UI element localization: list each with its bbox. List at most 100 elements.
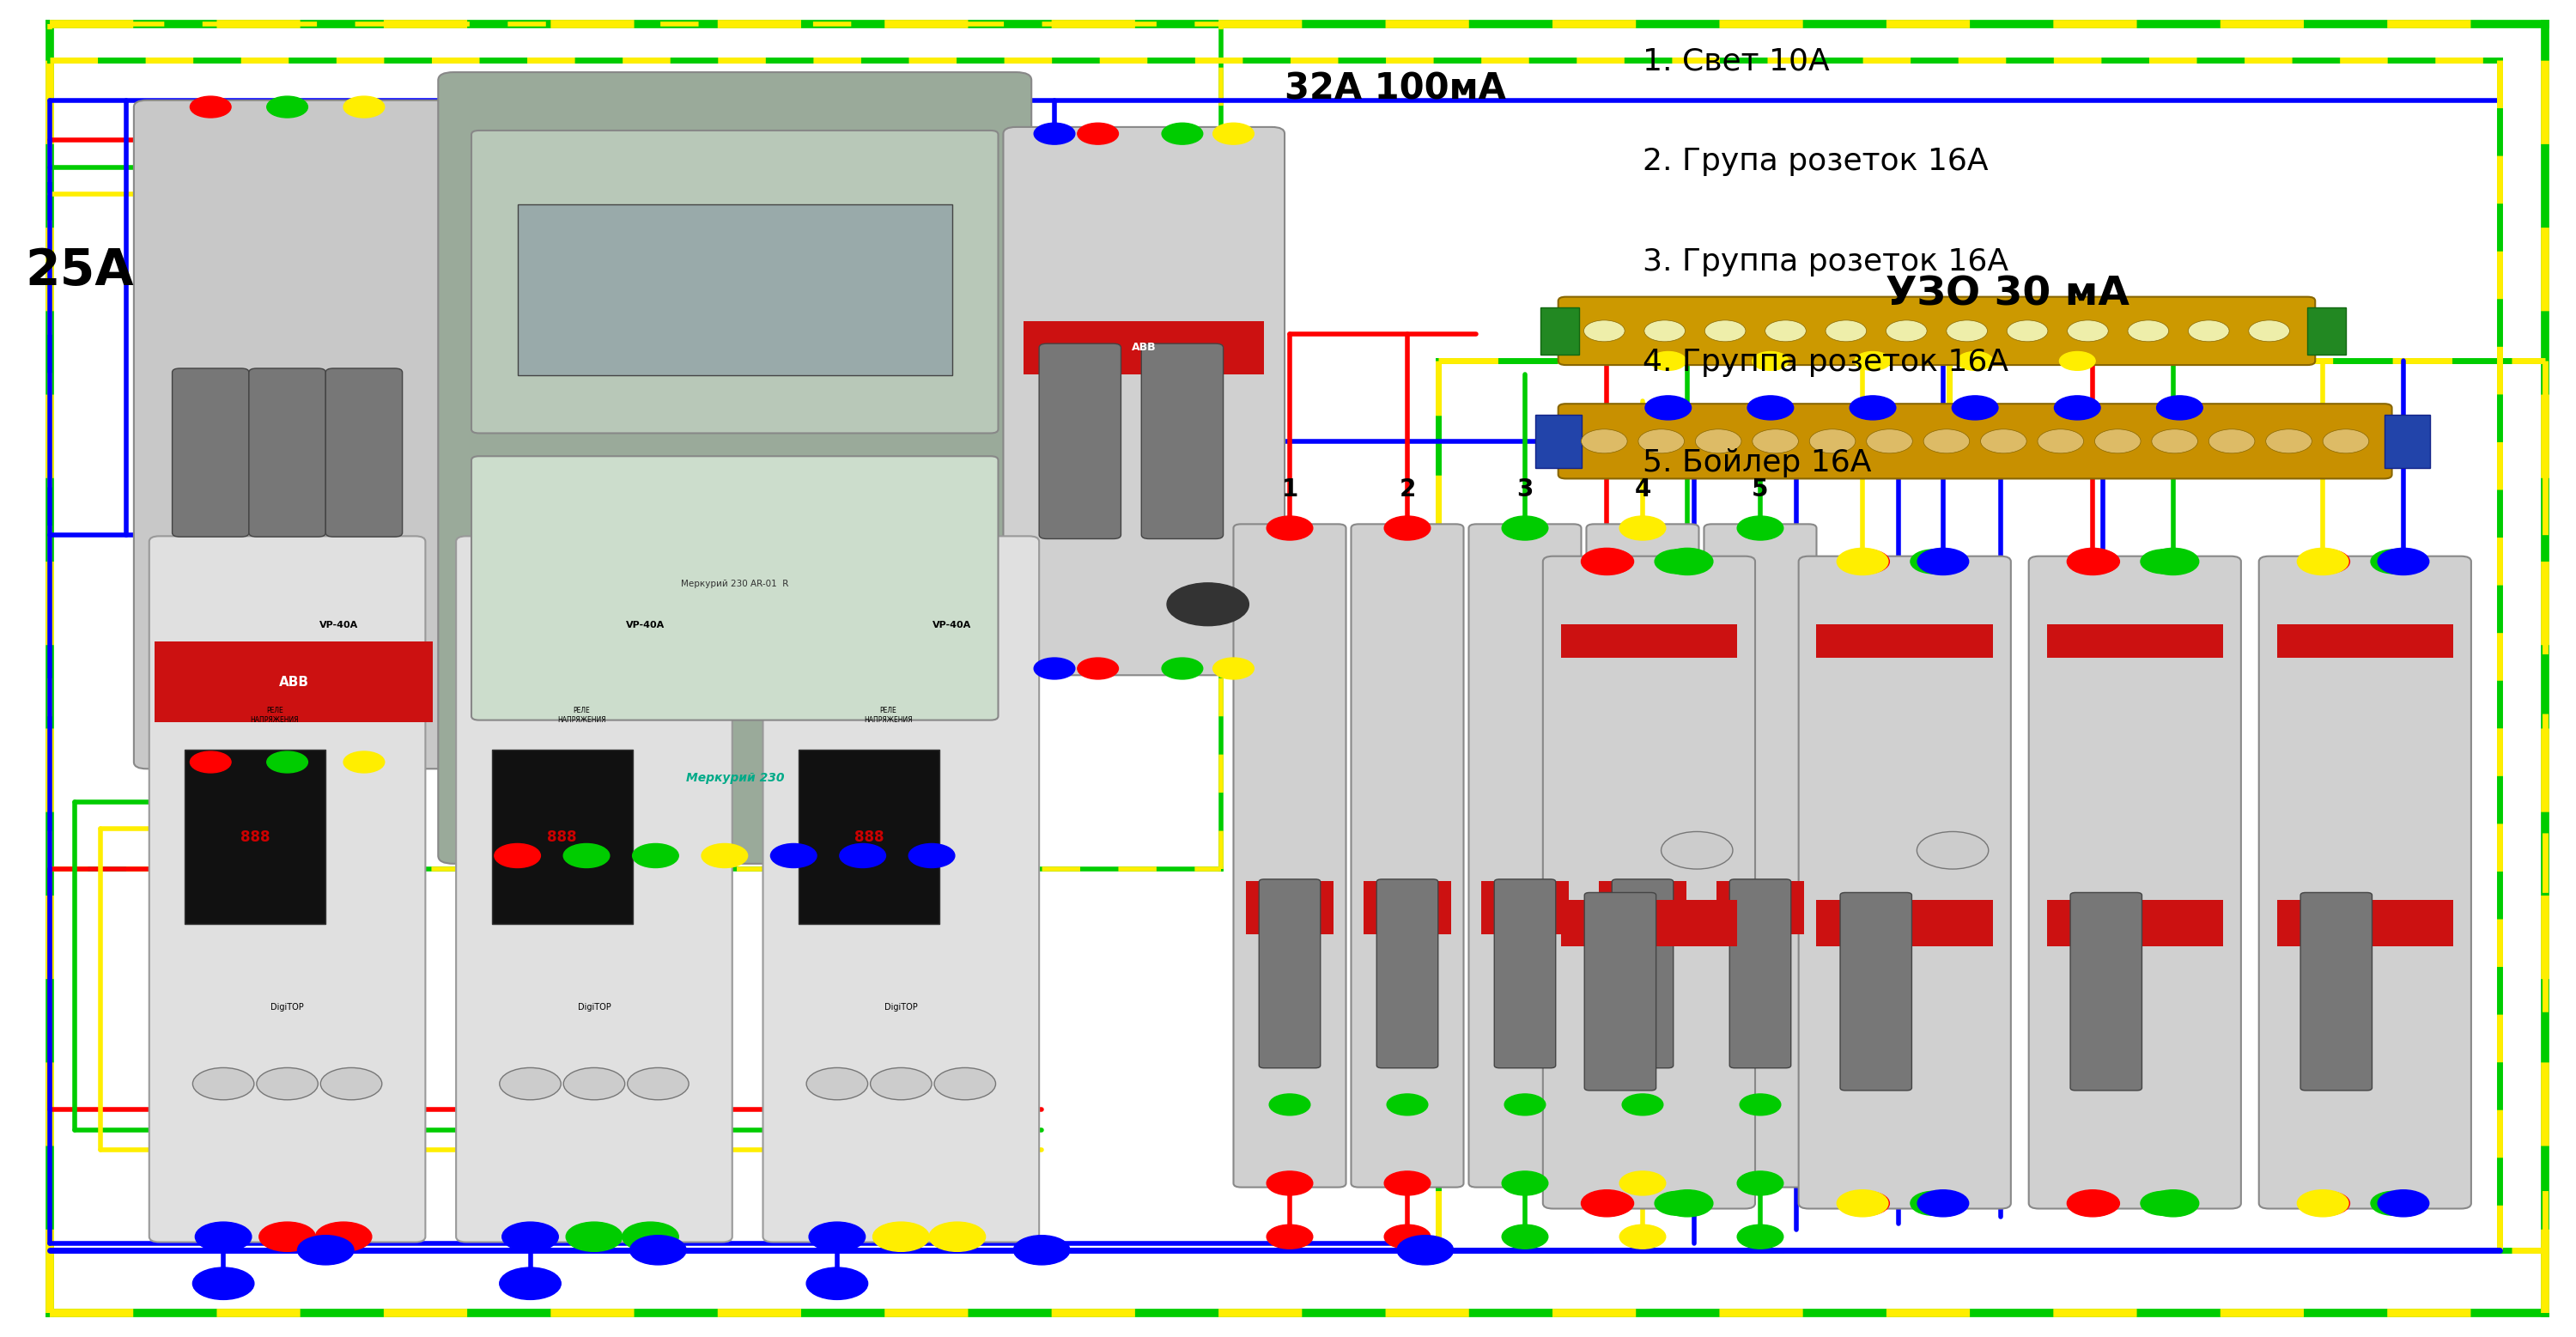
Circle shape	[2187, 321, 2228, 342]
Circle shape	[268, 751, 307, 773]
FancyBboxPatch shape	[1543, 556, 1754, 1209]
Bar	[1535, 414, 1582, 468]
Circle shape	[1981, 429, 2027, 453]
Circle shape	[636, 845, 675, 866]
Circle shape	[1033, 658, 1074, 679]
Circle shape	[2303, 550, 2349, 574]
Circle shape	[1826, 321, 1868, 342]
Bar	[155, 642, 433, 722]
Circle shape	[1383, 1225, 1430, 1249]
Circle shape	[1837, 548, 1888, 575]
Circle shape	[2141, 1191, 2187, 1215]
Circle shape	[314, 1222, 371, 1251]
Circle shape	[1844, 1191, 1888, 1215]
Circle shape	[2148, 548, 2200, 575]
Bar	[2277, 624, 2452, 658]
Circle shape	[1504, 1173, 1546, 1194]
FancyBboxPatch shape	[762, 536, 1038, 1242]
Circle shape	[1267, 1171, 1314, 1195]
Circle shape	[1623, 1173, 1664, 1194]
Text: 4: 4	[1633, 477, 1651, 501]
Circle shape	[196, 1222, 252, 1251]
Bar	[1023, 321, 1265, 374]
Circle shape	[502, 1222, 559, 1251]
Circle shape	[191, 751, 232, 773]
Bar	[1540, 308, 1579, 354]
Circle shape	[2378, 1190, 2429, 1217]
Bar	[1481, 881, 1569, 935]
Circle shape	[567, 845, 608, 866]
Bar	[2308, 308, 2347, 354]
FancyBboxPatch shape	[250, 369, 325, 537]
Bar	[2277, 900, 2452, 947]
Circle shape	[193, 1267, 255, 1300]
Circle shape	[1855, 352, 1891, 370]
Circle shape	[2074, 550, 2120, 574]
Circle shape	[1752, 352, 1788, 370]
Circle shape	[1886, 321, 1927, 342]
FancyBboxPatch shape	[1376, 880, 1437, 1068]
Circle shape	[1620, 1171, 1667, 1195]
Circle shape	[497, 845, 538, 866]
Text: РЕЛЕ
НАПРЯЖЕНИЯ: РЕЛЕ НАПРЯЖЕНИЯ	[556, 707, 605, 723]
Circle shape	[1739, 1173, 1780, 1194]
Text: УЗО 30 мА: УЗО 30 мА	[1886, 275, 2130, 313]
Circle shape	[500, 1068, 562, 1100]
Circle shape	[2094, 429, 2141, 453]
Circle shape	[1620, 516, 1667, 540]
Circle shape	[2148, 1190, 2200, 1217]
Circle shape	[2298, 1190, 2349, 1217]
Bar	[1561, 900, 1736, 947]
Circle shape	[2378, 548, 2429, 575]
Text: Меркурий 230 АR-01  R: Меркурий 230 АR-01 R	[680, 580, 788, 588]
Circle shape	[2156, 396, 2202, 420]
Circle shape	[1651, 352, 1687, 370]
Circle shape	[1077, 123, 1118, 144]
Text: Меркурий 230: Меркурий 230	[685, 773, 783, 783]
Circle shape	[1502, 1171, 1548, 1195]
Text: 1. Свет 10А: 1. Свет 10А	[1643, 47, 1829, 76]
FancyBboxPatch shape	[2300, 893, 2372, 1091]
Circle shape	[909, 844, 956, 868]
Bar	[1363, 881, 1450, 935]
Text: 25A: 25A	[26, 246, 134, 295]
Circle shape	[930, 1222, 987, 1251]
Text: 2. Група розеток 16А: 2. Група розеток 16А	[1643, 147, 1989, 176]
Circle shape	[1383, 1171, 1430, 1195]
Circle shape	[1213, 658, 1255, 679]
Circle shape	[1502, 1225, 1548, 1249]
Circle shape	[629, 1068, 688, 1100]
Circle shape	[806, 1068, 868, 1100]
Text: VP-40A: VP-40A	[626, 620, 665, 630]
Circle shape	[500, 1267, 562, 1300]
Circle shape	[1638, 429, 1685, 453]
Circle shape	[1213, 123, 1255, 144]
Circle shape	[2303, 1191, 2349, 1215]
FancyBboxPatch shape	[1584, 893, 1656, 1091]
Circle shape	[703, 845, 744, 866]
Circle shape	[1808, 429, 1855, 453]
FancyBboxPatch shape	[1558, 297, 2316, 365]
Text: VP-40A: VP-40A	[319, 620, 358, 630]
Circle shape	[1868, 429, 1911, 453]
Circle shape	[1911, 1191, 1958, 1215]
Text: 888: 888	[546, 829, 577, 845]
Circle shape	[1620, 1225, 1667, 1249]
Circle shape	[1736, 516, 1783, 540]
Circle shape	[564, 844, 611, 868]
Bar	[492, 750, 634, 924]
FancyBboxPatch shape	[1798, 556, 2012, 1209]
Circle shape	[806, 1267, 868, 1300]
FancyBboxPatch shape	[1260, 880, 1321, 1068]
Circle shape	[871, 1068, 933, 1100]
Text: РЕЛЕ
НАПРЯЖЕНИЯ: РЕЛЕ НАПРЯЖЕНИЯ	[250, 707, 299, 723]
Circle shape	[191, 96, 232, 118]
Circle shape	[2208, 429, 2254, 453]
Text: VP-40A: VP-40A	[933, 620, 971, 630]
Circle shape	[1739, 1094, 1780, 1115]
Circle shape	[1386, 1173, 1427, 1194]
Circle shape	[343, 751, 384, 773]
FancyBboxPatch shape	[1494, 880, 1556, 1068]
FancyBboxPatch shape	[1234, 524, 1347, 1187]
Circle shape	[1504, 1094, 1546, 1115]
